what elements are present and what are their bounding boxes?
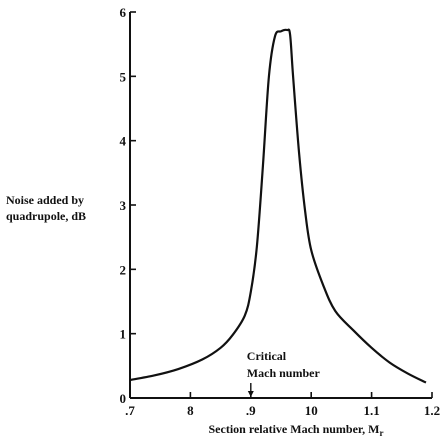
x-axis-title: Section relative Mach number, Mr xyxy=(209,422,384,438)
y-axis-title-line-1: Noise added by xyxy=(6,193,84,207)
ticks: 0 1 2 3 4 5 6 .7 8 .9 10 1.1 1.2 xyxy=(120,5,441,418)
annotation-group: Critical Mach number xyxy=(247,349,321,397)
x-tick-label: 1.2 xyxy=(424,403,440,418)
annotation-line-1: Critical xyxy=(247,349,287,363)
y-tick-label: 0 xyxy=(120,391,127,406)
y-tick-label: 3 xyxy=(120,198,127,213)
y-tick-label: 6 xyxy=(120,5,127,20)
plot-area xyxy=(129,28,427,384)
noise-curve xyxy=(129,28,427,384)
y-axis-title-line-2: quadrupole, dB xyxy=(6,209,86,223)
x-tick-label: 8 xyxy=(187,403,194,418)
y-tick-label: 4 xyxy=(120,134,127,149)
axis-titles: Noise added by quadrupole, dB Section rela… xyxy=(6,193,383,438)
annotation-arrowhead xyxy=(247,391,254,397)
x-tick-label: 10 xyxy=(305,403,318,418)
x-tick-label: .9 xyxy=(246,403,256,418)
axes xyxy=(129,12,432,399)
x-tick-label: .7 xyxy=(125,403,135,418)
y-tick-label: 5 xyxy=(120,69,127,84)
x-tick-label: 1.1 xyxy=(363,403,379,418)
y-tick-label: 1 xyxy=(120,327,127,342)
y-tick-label: 2 xyxy=(120,262,127,277)
annotation-line-2: Mach number xyxy=(247,366,321,380)
